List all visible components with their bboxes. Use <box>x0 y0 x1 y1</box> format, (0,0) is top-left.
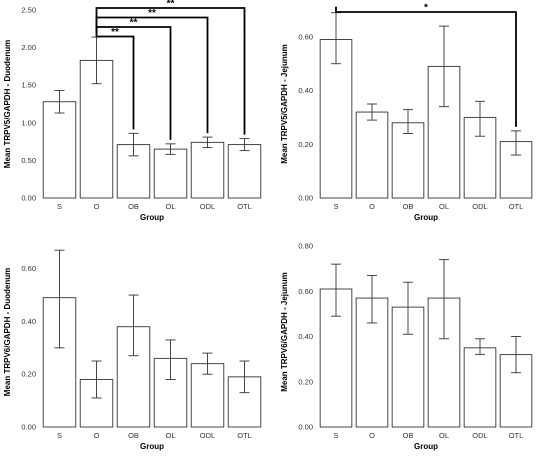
error-bar-OL <box>439 25 449 108</box>
y-tick-label: 0.00 <box>21 423 36 432</box>
bar-ODL <box>190 141 225 199</box>
error-bar-S <box>54 90 65 114</box>
x-tick-label: O <box>94 431 100 440</box>
error-bar-ODL <box>475 100 485 137</box>
y-tick-label: 0.40 <box>21 317 36 326</box>
bar-O <box>355 111 389 199</box>
x-tick-label: OB <box>128 202 139 211</box>
error-bar-OB <box>128 294 139 357</box>
significance-line <box>335 6 517 127</box>
chart-panel-4: 0.00 0.20 0.40 0.60 0.80 S O OB OL ODL OTL Group Mea… <box>280 242 533 451</box>
y-axis-label: Mean TRPV5/GAPDH - Duodenum <box>3 40 12 168</box>
error-bar-ODL <box>475 338 485 356</box>
y-tick-label: 1.00 <box>21 118 36 127</box>
error-bar-ODL <box>202 352 213 375</box>
x-tick-label: ODL <box>200 431 215 440</box>
x-tick-label: ODL <box>200 202 215 211</box>
error-bar-OB <box>128 132 139 157</box>
chart-panel-3: 0.00 0.20 0.40 0.60 S O OB OL ODL OTL Group Mean TR… <box>3 249 262 451</box>
x-tick-label: OTL <box>237 431 252 440</box>
x-tick-label: OTL <box>509 202 524 211</box>
x-tick-label: OB <box>403 431 414 440</box>
bar-OTL <box>227 144 262 199</box>
error-bar-S <box>54 249 65 349</box>
significance-line <box>95 33 135 130</box>
significance-label: ** <box>148 8 156 19</box>
y-tick-label: 2.00 <box>21 43 36 52</box>
y-tick-label: 0.00 <box>21 194 36 203</box>
x-tick-label: OB <box>403 202 414 211</box>
y-axis-label: Mean TRPV6/GAPDH - Duodenum <box>3 268 12 396</box>
bar-ODL <box>463 347 497 428</box>
significance-bracket: * <box>335 3 517 127</box>
x-tick-label: OL <box>439 431 449 440</box>
x-tick-label: OB <box>128 431 139 440</box>
x-axis-label: Group <box>140 442 164 451</box>
y-tick-label: 0.50 <box>21 156 36 165</box>
bar-OL <box>153 148 188 199</box>
y-tick-label: 0.00 <box>298 194 313 203</box>
error-bar-OTL <box>511 130 521 156</box>
chart-panel-1: 0.00 0.50 1.00 1.50 2.00 2.50 S O OB OL ODL OTL Grou… <box>3 0 262 222</box>
y-tick-label: 0.40 <box>298 86 313 95</box>
x-tick-label: S <box>57 202 62 211</box>
error-bar-OTL <box>239 360 250 394</box>
x-tick-label: S <box>333 202 338 211</box>
error-bar-O <box>367 275 377 324</box>
error-bar-OB <box>403 281 413 335</box>
significance-label: ** <box>130 18 138 29</box>
y-tick-label: 0.60 <box>298 32 313 41</box>
x-tick-label: OTL <box>237 202 252 211</box>
error-bar-OTL <box>511 336 521 374</box>
error-bar-O <box>91 360 102 399</box>
bar-S <box>42 101 77 199</box>
y-tick-label: 0.20 <box>298 140 313 149</box>
significance-bracket: ** <box>95 27 135 130</box>
x-tick-label: ODL <box>472 202 487 211</box>
x-tick-label: ODL <box>472 431 487 440</box>
x-tick-label: OL <box>439 202 449 211</box>
bar-OB <box>391 122 425 199</box>
x-tick-label: O <box>369 202 375 211</box>
bar-S <box>319 39 353 199</box>
chart-panel-2: 0.00 0.20 0.40 0.60 S O OB OL ODL OTL Group Mean TR… <box>280 3 533 222</box>
x-axis-label: Group <box>414 442 438 451</box>
y-tick-label: 1.50 <box>21 81 36 90</box>
significance-brackets: * <box>335 3 517 127</box>
error-bar-S <box>331 263 341 317</box>
y-tick-label: 0.60 <box>298 287 313 296</box>
significance-label: ** <box>167 0 175 10</box>
error-bar-O <box>367 103 377 121</box>
x-tick-label: OTL <box>509 431 524 440</box>
significance-brackets: ** ** ** ** <box>95 0 246 140</box>
y-tick-label: 2.50 <box>21 6 36 15</box>
x-tick-label: OL <box>165 431 175 440</box>
x-tick-label: OL <box>165 202 175 211</box>
y-tick-label: 0.00 <box>298 423 313 432</box>
y-tick-label: 0.20 <box>21 370 36 379</box>
x-tick-label: S <box>57 431 62 440</box>
error-bar-OTL <box>239 138 250 152</box>
x-tick-label: O <box>94 202 100 211</box>
y-tick-label: 0.80 <box>298 242 313 251</box>
error-bar-OL <box>165 339 176 380</box>
error-bar-OL <box>165 143 176 155</box>
x-axis-label: Group <box>414 213 438 222</box>
error-bar-OB <box>403 108 413 134</box>
x-tick-label: O <box>369 431 375 440</box>
significance-line <box>95 7 246 135</box>
x-tick-label: S <box>333 431 338 440</box>
significance-label: * <box>424 3 428 14</box>
significance-bracket: ** <box>95 0 246 135</box>
y-tick-label: 0.20 <box>298 377 313 386</box>
y-axis-label: Mean TRPV5/GAPDH - Jejunum <box>280 44 289 164</box>
error-bar-OL <box>439 259 449 340</box>
significance-label: ** <box>111 27 119 38</box>
error-bar-ODL <box>202 136 213 149</box>
y-axis-label: Mean TRPV6/GAPDH - Jejunum <box>280 272 289 392</box>
x-axis-label: Group <box>140 213 164 222</box>
y-tick-label: 0.60 <box>21 264 36 273</box>
y-tick-label: 0.40 <box>298 332 313 341</box>
